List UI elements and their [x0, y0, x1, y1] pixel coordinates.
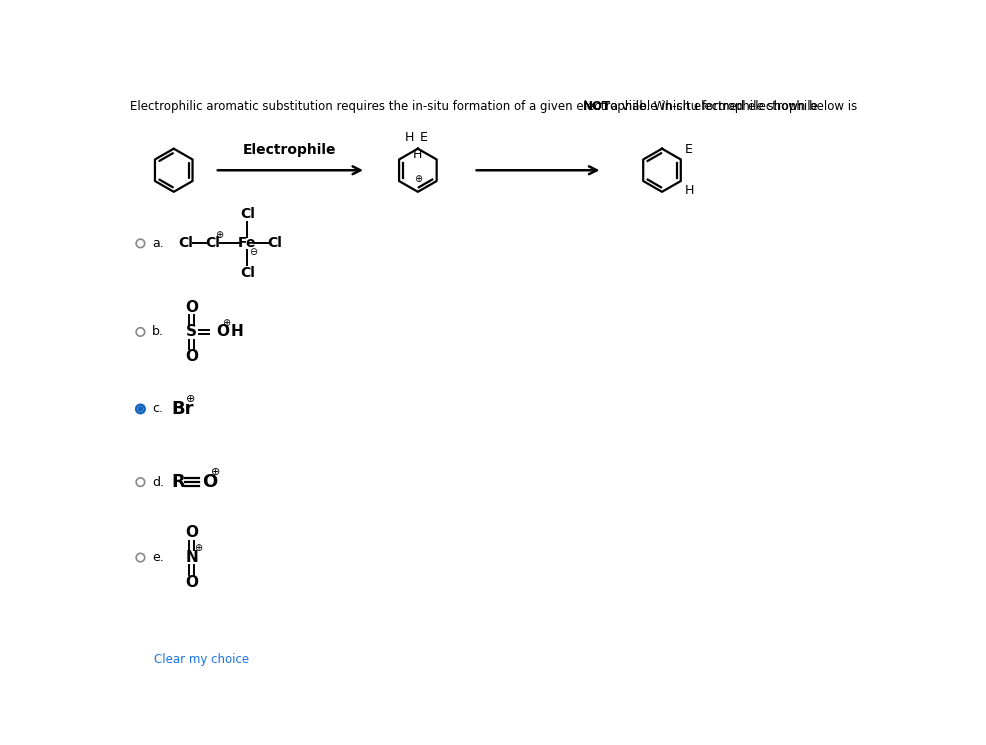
Text: H: H: [230, 325, 243, 340]
Text: Clear my choice: Clear my choice: [154, 653, 249, 666]
Text: Br: Br: [172, 400, 193, 418]
Text: S: S: [186, 325, 197, 340]
Text: b.: b.: [152, 326, 164, 338]
Text: H: H: [404, 131, 413, 144]
Text: a viable in-situ formed electrophile.: a viable in-situ formed electrophile.: [606, 100, 820, 113]
Text: ⊕: ⊕: [413, 174, 421, 184]
Text: O: O: [185, 525, 198, 540]
Text: NOT: NOT: [583, 100, 610, 113]
Text: N: N: [185, 550, 198, 565]
Text: ⊕: ⊕: [194, 542, 202, 553]
Text: O: O: [216, 325, 229, 340]
Text: H: H: [684, 184, 693, 197]
Text: d.: d.: [152, 475, 164, 489]
Circle shape: [138, 407, 143, 411]
Text: E: E: [684, 143, 692, 156]
Text: Cl: Cl: [240, 207, 254, 221]
Text: Cl: Cl: [240, 266, 254, 279]
Text: Cl: Cl: [267, 236, 282, 250]
Text: Fe: Fe: [238, 236, 256, 250]
Text: R: R: [172, 473, 185, 491]
Text: ⊖: ⊖: [248, 247, 256, 257]
Text: O: O: [201, 473, 217, 491]
Text: Cl: Cl: [177, 236, 192, 250]
Text: ⊕: ⊕: [186, 394, 195, 404]
Text: O: O: [185, 299, 198, 315]
Text: Electrophile: Electrophile: [243, 143, 336, 157]
Text: e.: e.: [152, 551, 164, 564]
Text: ⊕: ⊕: [211, 467, 220, 477]
Text: Electrophilic aromatic substitution requires the in-situ formation of a given el: Electrophilic aromatic substitution requ…: [129, 100, 860, 113]
Text: E: E: [419, 131, 427, 144]
Text: O: O: [185, 574, 198, 590]
Text: Cl: Cl: [205, 236, 220, 250]
Text: H: H: [413, 148, 422, 161]
Text: ⊕: ⊕: [214, 230, 223, 240]
Text: c.: c.: [152, 402, 163, 416]
Text: a.: a.: [152, 237, 164, 250]
Text: O: O: [185, 349, 198, 364]
Text: ⊕: ⊕: [222, 317, 231, 328]
